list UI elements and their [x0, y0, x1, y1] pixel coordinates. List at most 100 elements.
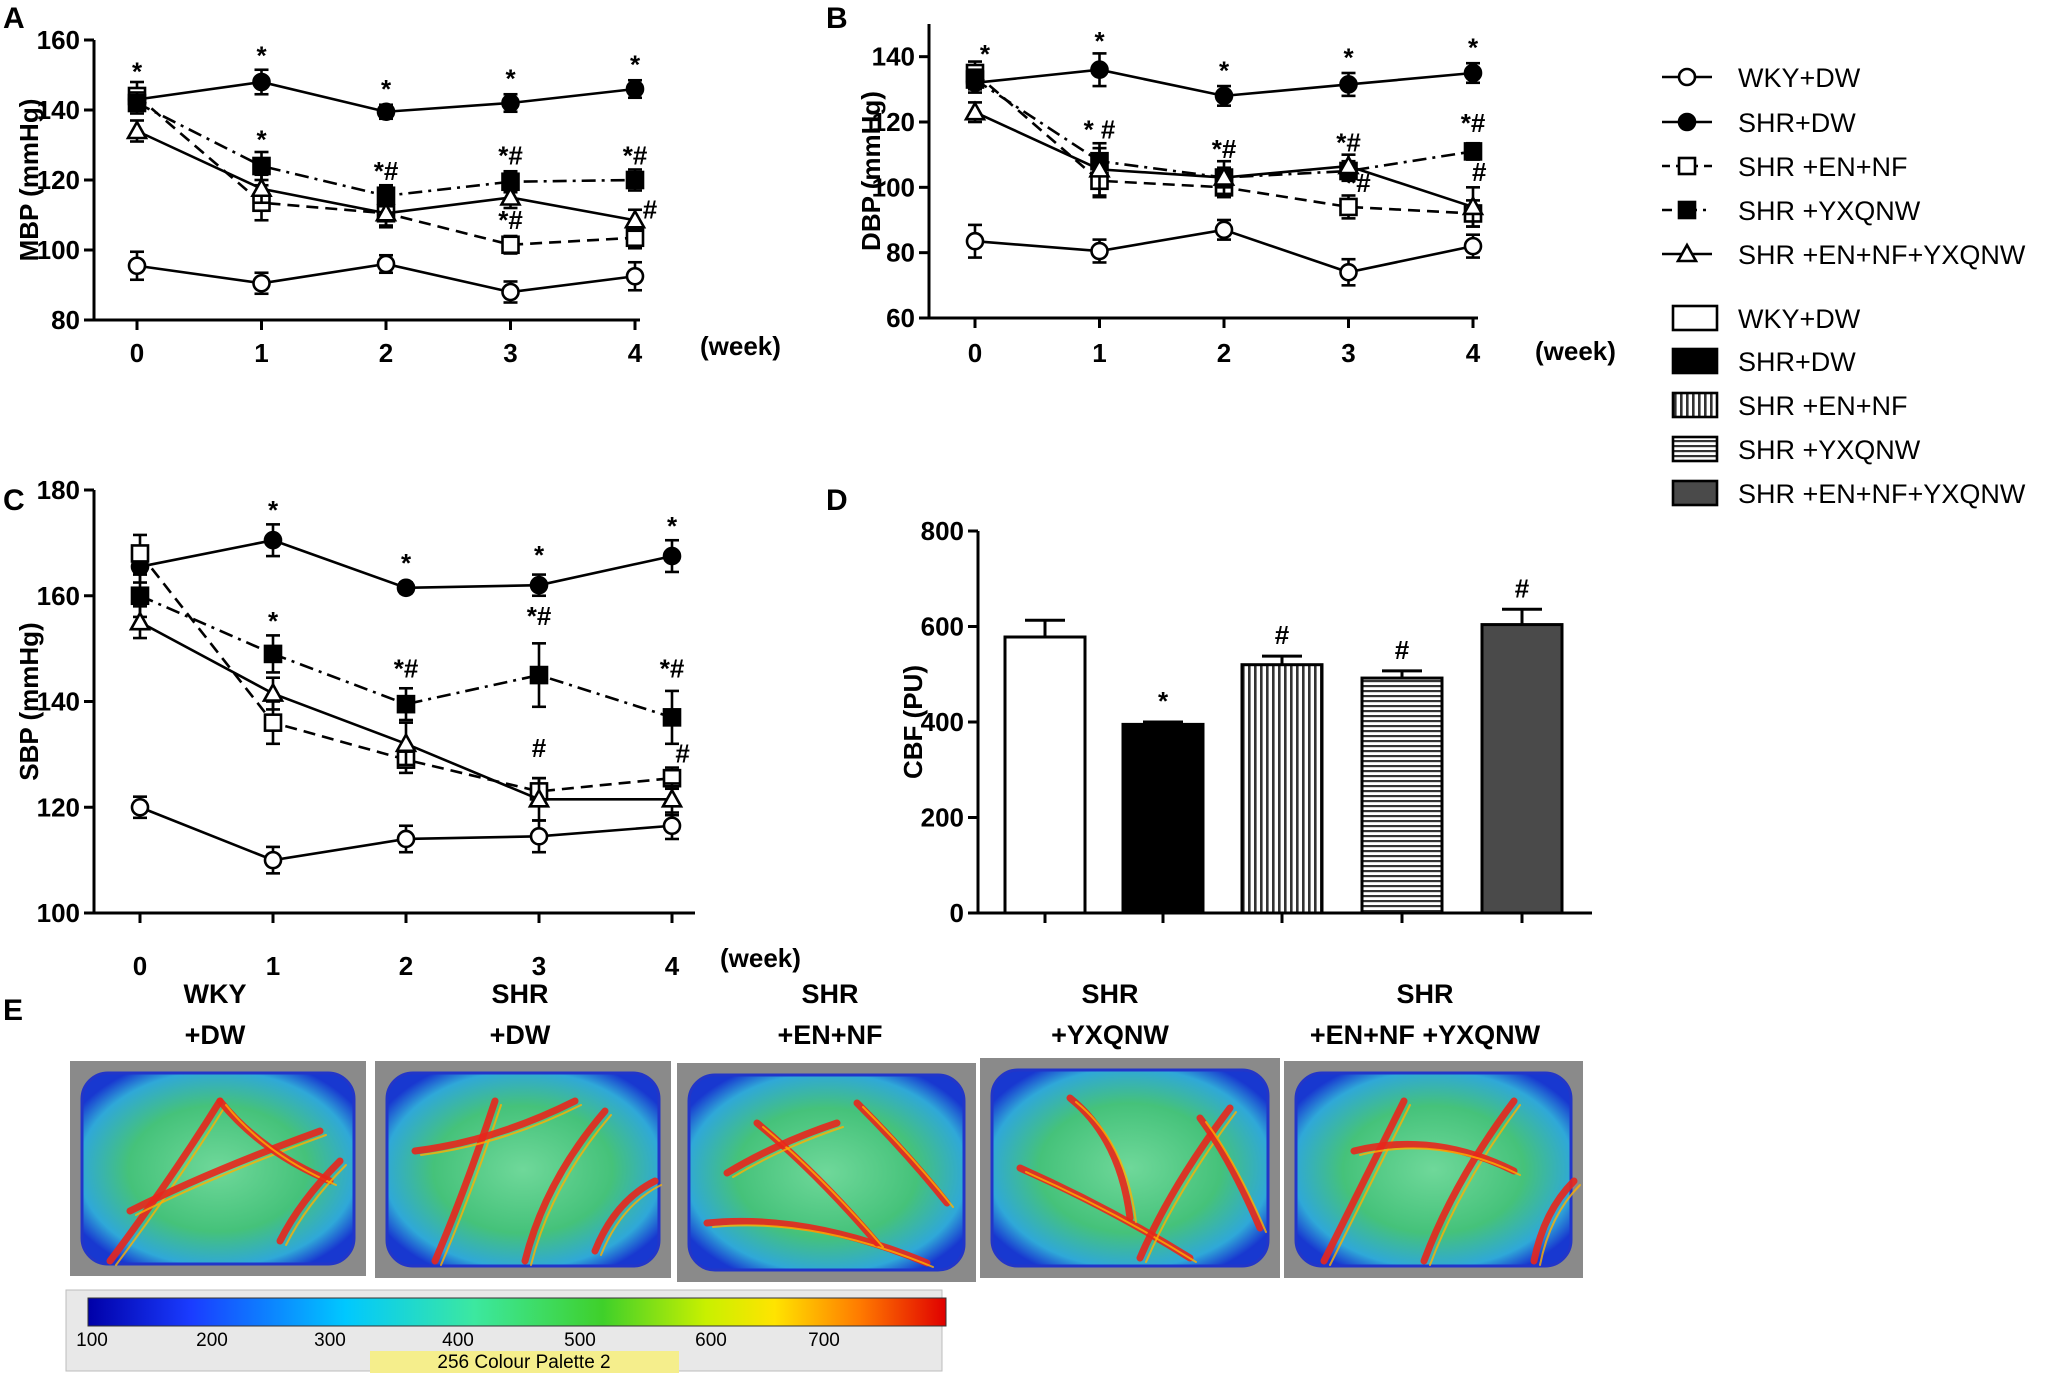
palette-caption: 256 Colour Palette 2: [437, 1352, 610, 1373]
y-tick-label: 0: [950, 898, 964, 928]
data-point: [130, 797, 150, 817]
y-tick-label: 140: [37, 95, 80, 125]
legend-bar-swatch: [1671, 391, 1719, 419]
group-label-line1: SHR: [1081, 979, 1138, 1009]
legend-bar-label: SHR+DW: [1738, 347, 1856, 377]
x-axis-label: (week): [720, 943, 801, 973]
data-point: [529, 575, 549, 595]
bar: [1360, 676, 1444, 915]
data-point: [1212, 165, 1236, 186]
blood-vessel: [1136, 1104, 1234, 1262]
x-tick-label: 2: [379, 338, 393, 368]
data-point: [527, 787, 551, 808]
data-point: [1463, 142, 1483, 161]
legend-line-label: SHR +EN+NF+YXQNW: [1738, 240, 2026, 270]
blood-vessel: [106, 1097, 224, 1265]
data-point: [263, 713, 283, 732]
series-shr-en-nf-yxqnw: [128, 605, 684, 822]
y-tick-label: 600: [921, 612, 964, 642]
data-point: [261, 681, 285, 702]
colorbar-tick-label: 200: [196, 1330, 228, 1351]
x-tick-label: 1: [1092, 338, 1106, 368]
blood-vessel: [1530, 1177, 1578, 1265]
data-point: [374, 201, 398, 222]
legend-bar-swatch: [1671, 479, 1719, 507]
y-tick-label: 160: [37, 25, 80, 55]
blood-vessel-branch: [732, 1126, 844, 1178]
colorbar-tick-label: 100: [76, 1330, 108, 1351]
y-tick-label: 140: [37, 687, 80, 717]
data-point: [625, 79, 645, 99]
blood-vessel-branch: [285, 1164, 347, 1246]
blood-vessel-branch: [1359, 1147, 1521, 1176]
bar: [1240, 663, 1324, 915]
data-point: [1339, 262, 1358, 282]
blood-vessel: [431, 1097, 499, 1265]
blood-vessel: [1350, 1140, 1518, 1175]
y-axis-label: MBP (mmHg): [14, 99, 44, 262]
significance-mark: *: [667, 511, 678, 541]
blood-vessel: [1066, 1094, 1134, 1222]
significance-mark: *: [1468, 33, 1479, 63]
legend-bar-swatch: [1671, 304, 1719, 332]
data-point: [263, 644, 283, 664]
data-point: [965, 70, 985, 89]
series-shr-dw: [965, 52, 1483, 107]
x-tick-label: 3: [1341, 338, 1355, 368]
data-point: [376, 254, 396, 274]
blood-vessel: [276, 1157, 344, 1245]
blood-vessel-branch: [530, 1114, 612, 1266]
group-label-line2: +DW: [185, 1020, 246, 1050]
y-tick-label: 80: [51, 305, 80, 335]
y-tick-label: 800: [921, 516, 964, 546]
data-point: [499, 185, 522, 206]
data-point: [1090, 241, 1109, 261]
significance-mark: *#: [1461, 108, 1486, 138]
panel-label-a: A: [3, 2, 25, 35]
data-point: [263, 850, 283, 870]
colorbar-tick-label: 700: [808, 1330, 840, 1351]
series-wky-dw: [130, 795, 682, 875]
significance-mark: #: [643, 195, 658, 225]
data-point: [662, 816, 682, 836]
colorbar-tick-label: 400: [442, 1330, 474, 1351]
y-axis-label: SBP (mmHg): [14, 622, 44, 780]
group-label-line1: SHR: [491, 979, 548, 1009]
y-tick-label: 80: [886, 238, 915, 268]
data-point: [396, 829, 416, 849]
significance-mark: *#: [1346, 168, 1371, 198]
blood-vessel: [126, 1127, 324, 1215]
legend: WKY+DW SHR+DW SHR +EN+NF SHR +YXQNW SHR +EN+…: [1662, 63, 2026, 509]
significance-mark: *: [630, 49, 641, 79]
colorbar-tick-label: 600: [695, 1330, 727, 1351]
blood-vessel: [1320, 1097, 1408, 1265]
significance-mark: *#: [394, 654, 419, 684]
series-shr-en-nf-yxqnw: [125, 119, 647, 233]
significance-mark: *: [401, 548, 412, 578]
y-tick-label: 200: [921, 803, 964, 833]
data-point: [125, 119, 149, 140]
data-point: [130, 544, 150, 563]
blood-vessel-branch: [862, 1106, 954, 1208]
bar: [1003, 635, 1087, 915]
series-shr-yxqnw: [130, 573, 682, 746]
legend-line-label: SHR +EN+NF: [1738, 152, 1908, 182]
x-tick-label: 0: [130, 338, 144, 368]
data-point: [1339, 197, 1358, 217]
significance-mark: *: [268, 606, 279, 636]
significance-mark: #: [1275, 620, 1290, 650]
dbp-line-chart: 60 80 100 120 140 0 1 2 3 4 DBP (mmHg) (week) * * * * * *…: [856, 24, 1616, 368]
significance-mark: #: [1515, 573, 1530, 603]
data-point: [625, 266, 645, 286]
data-point: [127, 256, 147, 276]
data-point: [1339, 75, 1358, 94]
group-label-line2: +EN+NF +YXQNW: [1310, 1020, 1541, 1050]
y-tick-label: 60: [886, 303, 915, 333]
blood-vessel: [1196, 1114, 1264, 1232]
series-wky-dw: [127, 250, 645, 304]
blood-vessel: [591, 1177, 659, 1255]
significance-mark: *#: [1336, 127, 1361, 157]
significance-mark: #: [1395, 635, 1410, 665]
blood-vessel-branch: [600, 1184, 662, 1256]
